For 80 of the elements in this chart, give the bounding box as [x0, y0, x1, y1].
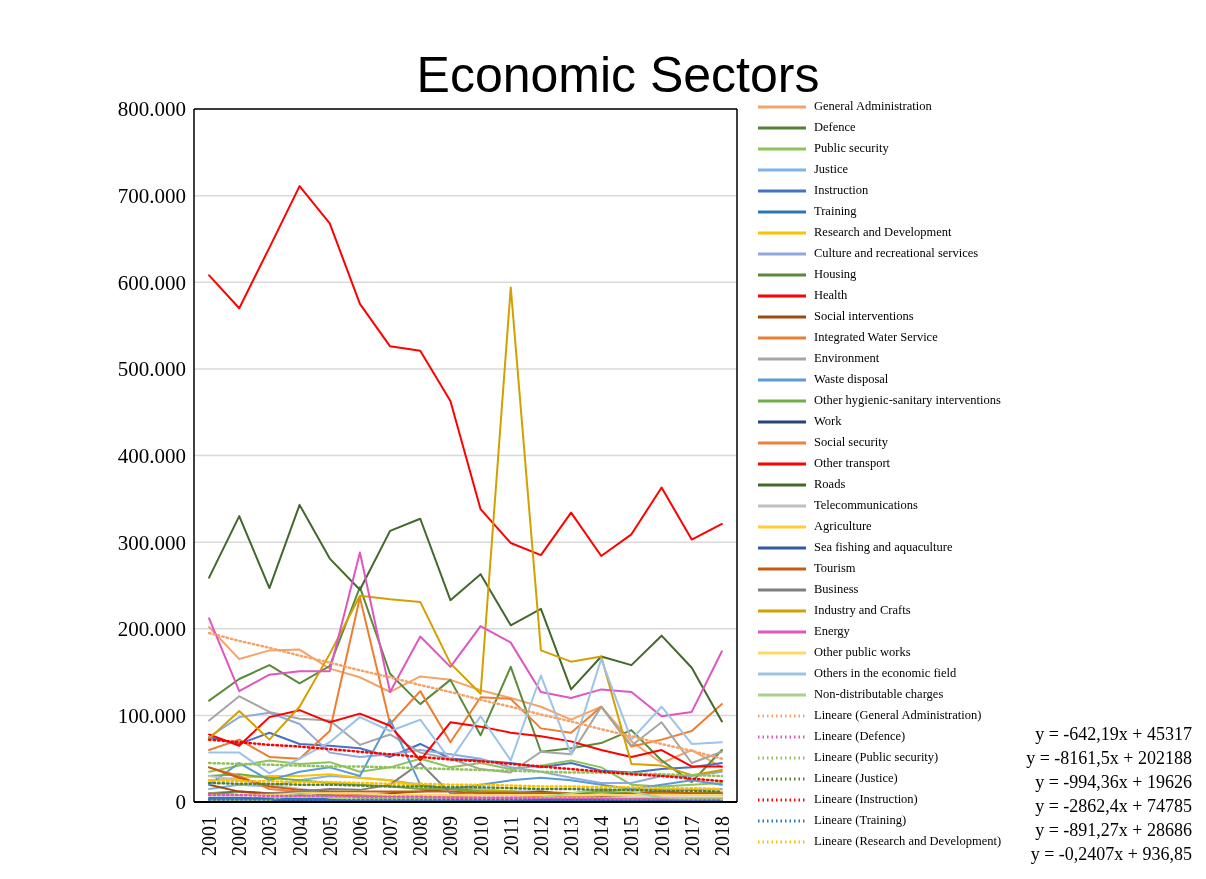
- y-tick-label: 600.000: [117, 270, 186, 295]
- line-series: [208, 551, 723, 718]
- legend-label: Instruction: [814, 183, 869, 198]
- x-tick-label: 2007: [379, 816, 402, 856]
- legend-label: Training: [814, 204, 857, 219]
- line-series: [208, 586, 723, 784]
- x-tick-label: 2005: [318, 816, 341, 856]
- legend-label: Business: [814, 582, 859, 597]
- x-tick-label: 2004: [288, 816, 311, 856]
- line-series: [208, 695, 723, 774]
- legend-label: Social security: [814, 435, 888, 450]
- y-tick-label: 500.000: [117, 357, 186, 382]
- x-tick-label: 2003: [258, 816, 281, 856]
- line-series: [208, 286, 723, 777]
- legend-label: Housing: [814, 267, 857, 282]
- legend-label: Research and Development: [814, 225, 952, 240]
- legend-label: Lineare (Defence): [814, 729, 906, 744]
- legend-label: Non-distributable charges: [814, 687, 944, 702]
- x-tick-label: 2014: [590, 816, 613, 856]
- x-tick-label: 2017: [680, 816, 703, 856]
- legend-label: Lineare (Justice): [814, 771, 898, 786]
- text: y = -994,36x + 19626: [1035, 772, 1192, 793]
- x-tick-label: 2012: [529, 816, 552, 856]
- y-tick-label: 100.000: [117, 703, 186, 728]
- legend-label: Sea fishing and aquaculture: [814, 540, 953, 555]
- legend-label: Environment: [814, 351, 880, 366]
- y-tick-label: 800.000: [117, 97, 186, 122]
- legend-label: Lineare (Training): [814, 813, 907, 828]
- y-tick-label: 200.000: [117, 617, 186, 642]
- x-tick-label: 2008: [409, 816, 432, 856]
- x-tick-label: 2006: [348, 816, 371, 856]
- legend-label: Agriculture: [814, 519, 872, 534]
- legend-label: Other public works: [814, 645, 911, 660]
- legend-label: Lineare (Instruction): [814, 792, 918, 807]
- line-series: [208, 503, 723, 723]
- line-series: [208, 185, 723, 557]
- x-tick-label: 2001: [198, 816, 221, 856]
- text: y = -0,2407x + 936,85: [1030, 844, 1192, 865]
- line-series: [208, 596, 723, 760]
- text: y = -8161,5x + 202188: [1026, 748, 1192, 769]
- legend-label: Culture and recreational services: [814, 246, 979, 261]
- y-tick-label: 0: [175, 790, 186, 815]
- x-tick-label: 2013: [560, 816, 583, 856]
- line-series: [208, 731, 723, 774]
- legend-label: Other hygienic-sanitary interventions: [814, 393, 1001, 408]
- legend-label: Work: [814, 414, 842, 429]
- text: y = -2862,4x + 74785: [1035, 796, 1192, 817]
- x-tick-label: 2009: [439, 816, 462, 856]
- legend-label: Social interventions: [814, 309, 914, 324]
- legend-label: Roads: [814, 477, 846, 492]
- x-tick-label: 2002: [228, 816, 251, 856]
- legend-label: Lineare (Public security): [814, 750, 939, 765]
- text: y = -891,27x + 28686: [1035, 820, 1192, 841]
- line-series: [208, 711, 723, 784]
- y-tick-label: 300.000: [117, 530, 186, 555]
- legend-label: Waste disposal: [814, 372, 889, 387]
- legend-label: Integrated Water Service: [814, 330, 938, 345]
- legend-label: Industry and Crafts: [814, 603, 911, 618]
- legend-label: Lineare (Research and Development): [814, 834, 1002, 849]
- line-series: [208, 658, 723, 775]
- line-series: [208, 718, 723, 791]
- legend-label: Other transport: [814, 456, 891, 471]
- x-tick-label: 2010: [469, 816, 492, 856]
- y-tick-label: 400.000: [117, 443, 186, 468]
- x-tick-label: 2011: [499, 816, 522, 856]
- x-tick-label: 2018: [710, 816, 733, 856]
- legend-label: Justice: [814, 162, 849, 177]
- legend-label: Health: [814, 288, 848, 303]
- line-series: [208, 757, 723, 788]
- legend-label: Tourism: [814, 561, 856, 576]
- legend-label: Public security: [814, 141, 889, 156]
- legend-label: Defence: [814, 120, 856, 135]
- legend-label: Others in the economic field: [814, 666, 957, 681]
- legend-label: Lineare (General Administration): [814, 708, 982, 723]
- x-tick-label: 2015: [620, 816, 643, 856]
- y-tick-label: 700.000: [117, 184, 186, 209]
- text: y = -642,19x + 45317: [1035, 724, 1192, 745]
- x-tick-label: 2016: [650, 816, 673, 856]
- legend-label: Telecommunications: [814, 498, 918, 513]
- legend-label: Energy: [814, 624, 850, 639]
